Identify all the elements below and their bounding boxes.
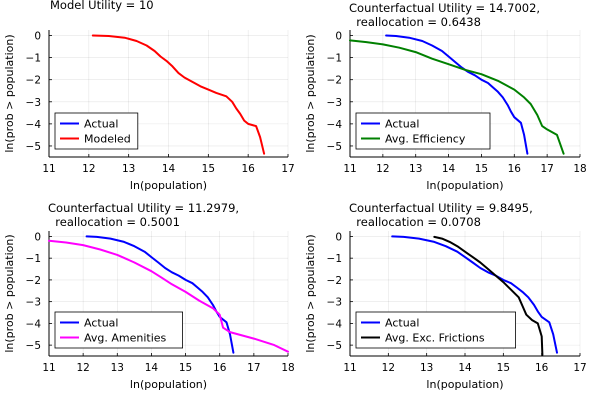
x-tick-label: 17 [540,163,553,175]
series-line-avg-efficiency [349,39,565,155]
y-tick-label: −2 [26,75,41,87]
chart-panel-1: 11 12 13 14 15 16 17 0 −1 −2 −3 −4 −5 ln(population) l… [3,0,295,192]
series-line-avg-amenities [48,239,289,353]
x-tick-label: 17 [281,163,294,175]
chart-title-line: reallocation = 0.0708 [349,215,481,229]
y-tick-label: −1 [26,253,41,265]
x-tick-label: 11 [343,163,356,175]
legend-label: Actual [84,317,118,330]
legend-label: Avg. Amenities [84,332,167,345]
chart-title-line: Model Utility = 10 [50,0,154,12]
x-tick-label: 13 [420,362,433,374]
x-tick-label: 14 [162,163,176,175]
y-tick-label: −4 [327,119,343,131]
y-tick-label: −3 [327,297,342,309]
chart-panel-3: 11 12 13 14 15 16 17 18 0 −1 −2 −3 −4 −5 ln(population… [3,201,295,391]
legend-box [355,311,517,349]
x-tick-label: 12 [376,163,389,175]
y-tick-label: −1 [26,53,41,65]
legend-label: Modeled [84,133,131,146]
y-tick-label: −5 [327,141,342,153]
x-tick-label: 13 [409,163,422,175]
y-tick-label: −5 [26,340,41,352]
series-line-actual [385,34,529,155]
x-tick-label: 15 [475,163,488,175]
x-tick-label: 15 [179,362,192,374]
legend-box [355,112,491,150]
legend-box [54,112,139,150]
series-line-avg-exc-frictions [433,235,544,356]
y-tick-label: 0 [335,31,342,43]
y-tick-label: −1 [327,253,342,265]
legend-label: Avg. Exc. Frictions [385,332,485,345]
chart-title-line: Counterfactual Utility = 9.8495, [349,201,533,215]
y-tick-label: 0 [34,231,41,243]
y-axis-label: ln(prob > population) [304,34,317,152]
x-tick-label: 18 [281,362,294,374]
x-tick-label: 12 [382,362,395,374]
x-axis-label: ln(population) [130,179,207,192]
y-tick-label: −4 [26,318,42,330]
x-tick-label: 11 [42,163,55,175]
chart-title: Model Utility = 10 [50,0,154,12]
y-axis-label: ln(prob > population) [3,34,16,152]
x-tick-label: 17 [573,362,586,374]
x-axis-label: ln(population) [130,378,207,391]
x-tick-label: 11 [42,362,55,374]
x-axis-label: ln(population) [426,179,503,192]
legend: Actual Avg. Exc. Frictions [355,311,517,349]
x-tick-label: 15 [497,362,510,374]
y-tick-label: 0 [34,31,41,43]
legend-label: Avg. Efficiency [385,133,466,146]
legend: Actual Avg. Efficiency [355,112,491,150]
x-tick-label: 13 [122,163,135,175]
x-tick-label: 11 [343,362,356,374]
legend: Actual Modeled [54,112,139,150]
series-line-modeled [91,34,266,155]
y-tick-label: −3 [26,297,41,309]
y-axis-label: ln(prob > population) [304,234,317,352]
legend-label: Actual [385,118,419,131]
x-tick-label: 12 [76,362,89,374]
y-tick-label: −3 [26,97,41,109]
y-tick-label: −3 [327,97,342,109]
x-axis-label: ln(population) [426,378,503,391]
x-tick-label: 16 [241,163,255,175]
y-tick-label: −5 [327,340,342,352]
x-tick-label: 12 [82,163,95,175]
chart-title-line: reallocation = 0.6438 [349,15,481,29]
y-tick-label: −4 [26,119,42,131]
chart-title: Counterfactual Utility = 14.7002, reallo… [349,1,540,29]
x-tick-label: 14 [442,163,456,175]
x-tick-label: 14 [145,362,159,374]
chart-panel-4: 11 12 13 14 15 16 17 0 −1 −2 −3 −4 −5 ln(population) l… [304,201,587,391]
y-tick-label: 0 [335,231,342,243]
chart-title-line: reallocation = 0.5001 [48,215,180,229]
y-tick-label: −2 [327,75,342,87]
x-tick-label: 18 [573,163,586,175]
legend: Actual Avg. Amenities [54,311,183,349]
chart-panel-2: 11 12 13 14 15 16 17 18 0 −1 −2 −3 −4 −5 ln(population… [304,1,587,192]
y-tick-label: −2 [26,275,41,287]
x-tick-label: 17 [247,362,260,374]
y-tick-label: −1 [327,53,342,65]
chart-title-line: Counterfactual Utility = 11.2979, [48,201,239,215]
x-tick-label: 16 [213,362,227,374]
y-tick-label: −4 [327,318,343,330]
y-tick-label: −5 [26,141,41,153]
y-axis-label: ln(prob > population) [3,234,16,352]
legend-box [54,311,183,349]
x-tick-label: 16 [508,163,522,175]
x-tick-label: 14 [458,362,472,374]
chart-title: Counterfactual Utility = 9.8495, realloc… [349,201,533,229]
x-tick-label: 16 [535,362,549,374]
x-tick-label: 15 [202,163,215,175]
y-tick-label: −2 [327,275,342,287]
chart-title-line: Counterfactual Utility = 14.7002, [349,1,540,15]
chart-title: Counterfactual Utility = 11.2979, reallo… [48,201,239,229]
legend-label: Actual [385,317,419,330]
x-tick-label: 13 [111,362,124,374]
legend-label: Actual [84,118,118,131]
